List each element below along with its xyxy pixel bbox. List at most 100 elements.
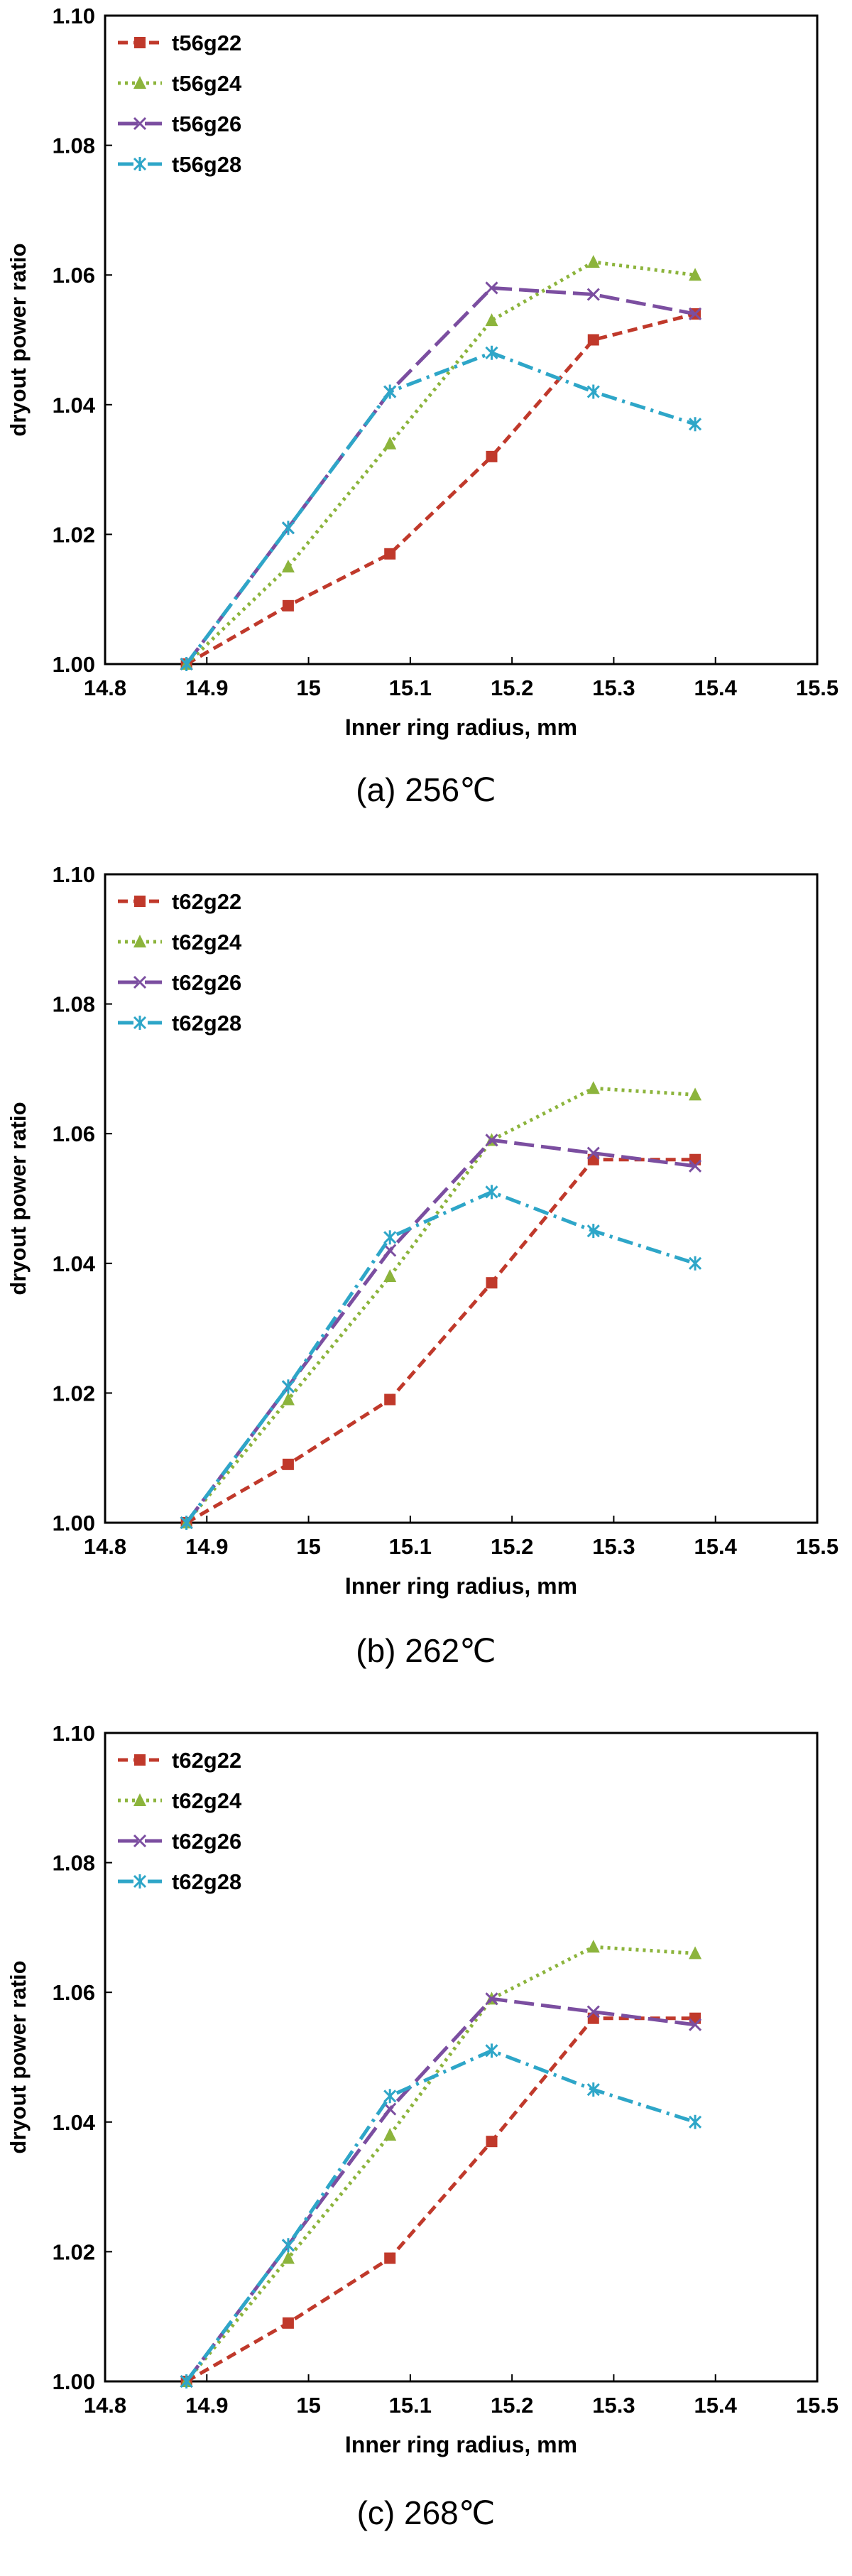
y-axis-title: dryout power ratio bbox=[6, 1102, 31, 1295]
data-point-t56g26 bbox=[586, 288, 600, 301]
legend-label-t62g26: t62g26 bbox=[172, 970, 241, 995]
data-point-t62g28 bbox=[383, 1230, 397, 1245]
x-tick-label: 15.4 bbox=[694, 1534, 738, 1559]
legend-swatch-marker bbox=[133, 157, 147, 171]
data-point-t62g28 bbox=[586, 1224, 600, 1239]
legend-label-t62g22: t62g22 bbox=[172, 1748, 241, 1773]
data-point-t62g22 bbox=[384, 2252, 396, 2264]
legend-swatch-marker bbox=[133, 1016, 147, 1030]
data-point-t62g24 bbox=[383, 1269, 397, 1283]
series-t62g28 bbox=[180, 1185, 702, 1530]
y-axis-title: dryout power ratio bbox=[6, 1960, 31, 2153]
data-point-t56g26 bbox=[688, 307, 702, 321]
series-line-t56g28 bbox=[185, 351, 696, 665]
legend-swatch-marker bbox=[134, 896, 146, 907]
data-point-t62g24 bbox=[586, 1081, 600, 1094]
series-line-t62g24 bbox=[185, 1086, 696, 1524]
data-point-t56g24 bbox=[485, 313, 498, 327]
data-point-t62g26 bbox=[586, 2005, 600, 2018]
data-point-t62g28 bbox=[383, 2089, 397, 2104]
chart-legend: t62g22 t62g24 t62g26 t62g28 bbox=[118, 1748, 242, 1894]
legend-label-t62g28: t62g28 bbox=[172, 1869, 241, 1894]
chart-legend: t62g22 t62g24 t62g26 t62g28 bbox=[118, 889, 242, 1036]
x-tick-label: 15.2 bbox=[491, 1534, 533, 1559]
data-point-t62g24 bbox=[383, 2128, 397, 2141]
series-line-t62g22 bbox=[185, 1158, 696, 1525]
series-t56g24 bbox=[180, 254, 702, 670]
data-point-t62g28 bbox=[281, 1379, 295, 1394]
data-point-t56g28 bbox=[688, 417, 702, 432]
chart-panel-b: 1.00 1.02 1.04 1.06 1.08 1.10 14.8 14.9 15 15.1 15… bbox=[0, 859, 852, 1717]
line-chart-b: 1.00 1.02 1.04 1.06 1.08 1.10 14.8 14.9 15 15.1 15… bbox=[6, 862, 839, 1599]
y-tick-label: 1.10 bbox=[53, 1721, 95, 1746]
data-point-t62g22 bbox=[282, 1458, 294, 1470]
data-point-t56g22 bbox=[486, 450, 498, 462]
x-tick-label: 14.9 bbox=[185, 2393, 228, 2418]
data-point-t62g28 bbox=[281, 2238, 295, 2253]
data-point-t62g26 bbox=[485, 1992, 498, 2006]
x-tick-label: 15 bbox=[296, 2393, 320, 2418]
series-line-t62g24 bbox=[185, 1945, 696, 2383]
data-point-t62g22 bbox=[486, 2136, 498, 2148]
data-point-t56g22 bbox=[587, 334, 599, 346]
data-point-t62g26 bbox=[383, 2102, 397, 2116]
y-tick-label: 1.06 bbox=[53, 263, 95, 288]
y-tick-label: 1.02 bbox=[53, 2239, 95, 2264]
series-t56g28 bbox=[180, 345, 702, 671]
x-tick-label: 15.2 bbox=[491, 2393, 533, 2418]
data-point-t62g26 bbox=[688, 2018, 702, 2031]
legend-label-t62g24: t62g24 bbox=[172, 930, 242, 955]
legend-label-t62g26: t62g26 bbox=[172, 1829, 241, 1854]
legend-label-t62g28: t62g28 bbox=[172, 1011, 241, 1036]
x-tick-label: 15.3 bbox=[592, 675, 635, 700]
legend-swatch-marker bbox=[134, 37, 146, 48]
legend-swatch-marker bbox=[133, 1834, 147, 1848]
x-tick-label: 15.1 bbox=[389, 675, 432, 700]
data-point-t56g28 bbox=[180, 657, 193, 671]
legend-label-t56g22: t56g22 bbox=[172, 31, 241, 55]
data-point-t62g24 bbox=[281, 1392, 295, 1406]
y-tick-label: 1.04 bbox=[53, 2110, 96, 2135]
data-point-t56g24 bbox=[281, 560, 295, 573]
data-point-t62g24 bbox=[281, 2251, 295, 2264]
series-line-t56g22 bbox=[185, 312, 696, 666]
y-tick-label: 1.06 bbox=[53, 1121, 95, 1146]
series-line-t62g26 bbox=[185, 1996, 696, 2383]
x-tick-label: 15.1 bbox=[389, 1534, 432, 1559]
series-line-t56g26 bbox=[185, 286, 696, 665]
data-point-t62g28 bbox=[485, 2043, 498, 2058]
x-tick-label: 15.4 bbox=[694, 675, 738, 700]
x-tick-label: 15 bbox=[296, 675, 320, 700]
legend-swatch-marker bbox=[134, 1754, 146, 1766]
data-point-t62g26 bbox=[485, 1134, 498, 1147]
y-tick-label: 1.00 bbox=[53, 652, 95, 677]
data-point-t62g28 bbox=[688, 2114, 702, 2129]
chart-panel-a: 1.00 1.02 1.04 1.06 1.08 1.10 14.8 14.9 15 15.1 15… bbox=[0, 0, 852, 859]
data-point-t56g22 bbox=[282, 599, 294, 612]
series-t62g24 bbox=[180, 1940, 702, 2387]
legend-label-t56g28: t56g28 bbox=[172, 152, 241, 177]
data-point-t62g22 bbox=[486, 1277, 498, 1289]
x-tick-label: 15.2 bbox=[491, 675, 533, 700]
series-t56g26 bbox=[180, 281, 702, 671]
series-t62g28 bbox=[180, 2043, 702, 2388]
legend-swatch-marker bbox=[133, 1874, 147, 1888]
x-tick-label: 15.3 bbox=[592, 2393, 635, 2418]
data-point-t62g26 bbox=[383, 1244, 397, 1257]
plot-area-frame bbox=[104, 14, 819, 665]
legend-swatch-marker bbox=[133, 975, 147, 989]
chart-caption-a: (a) 256℃ bbox=[356, 771, 496, 808]
data-point-t62g22 bbox=[282, 2317, 294, 2329]
plot-area-frame bbox=[104, 1732, 819, 2383]
x-axis-title: Inner ring radius, mm bbox=[345, 2432, 577, 2457]
data-point-t62g26 bbox=[586, 1146, 600, 1160]
series-line-t62g28 bbox=[185, 1190, 696, 1524]
series-t62g24 bbox=[180, 1081, 702, 1528]
y-tick-label: 1.00 bbox=[53, 2369, 95, 2394]
x-tick-label: 15.1 bbox=[389, 2393, 432, 2418]
plot-area-frame bbox=[104, 873, 819, 1524]
line-chart-c: 1.00 1.02 1.04 1.06 1.08 1.10 14.8 14.9 15 15.1 15… bbox=[6, 1721, 839, 2457]
data-point-t62g26 bbox=[688, 1159, 702, 1173]
x-axis-title: Inner ring radius, mm bbox=[345, 714, 577, 740]
data-point-t56g24 bbox=[586, 254, 600, 268]
